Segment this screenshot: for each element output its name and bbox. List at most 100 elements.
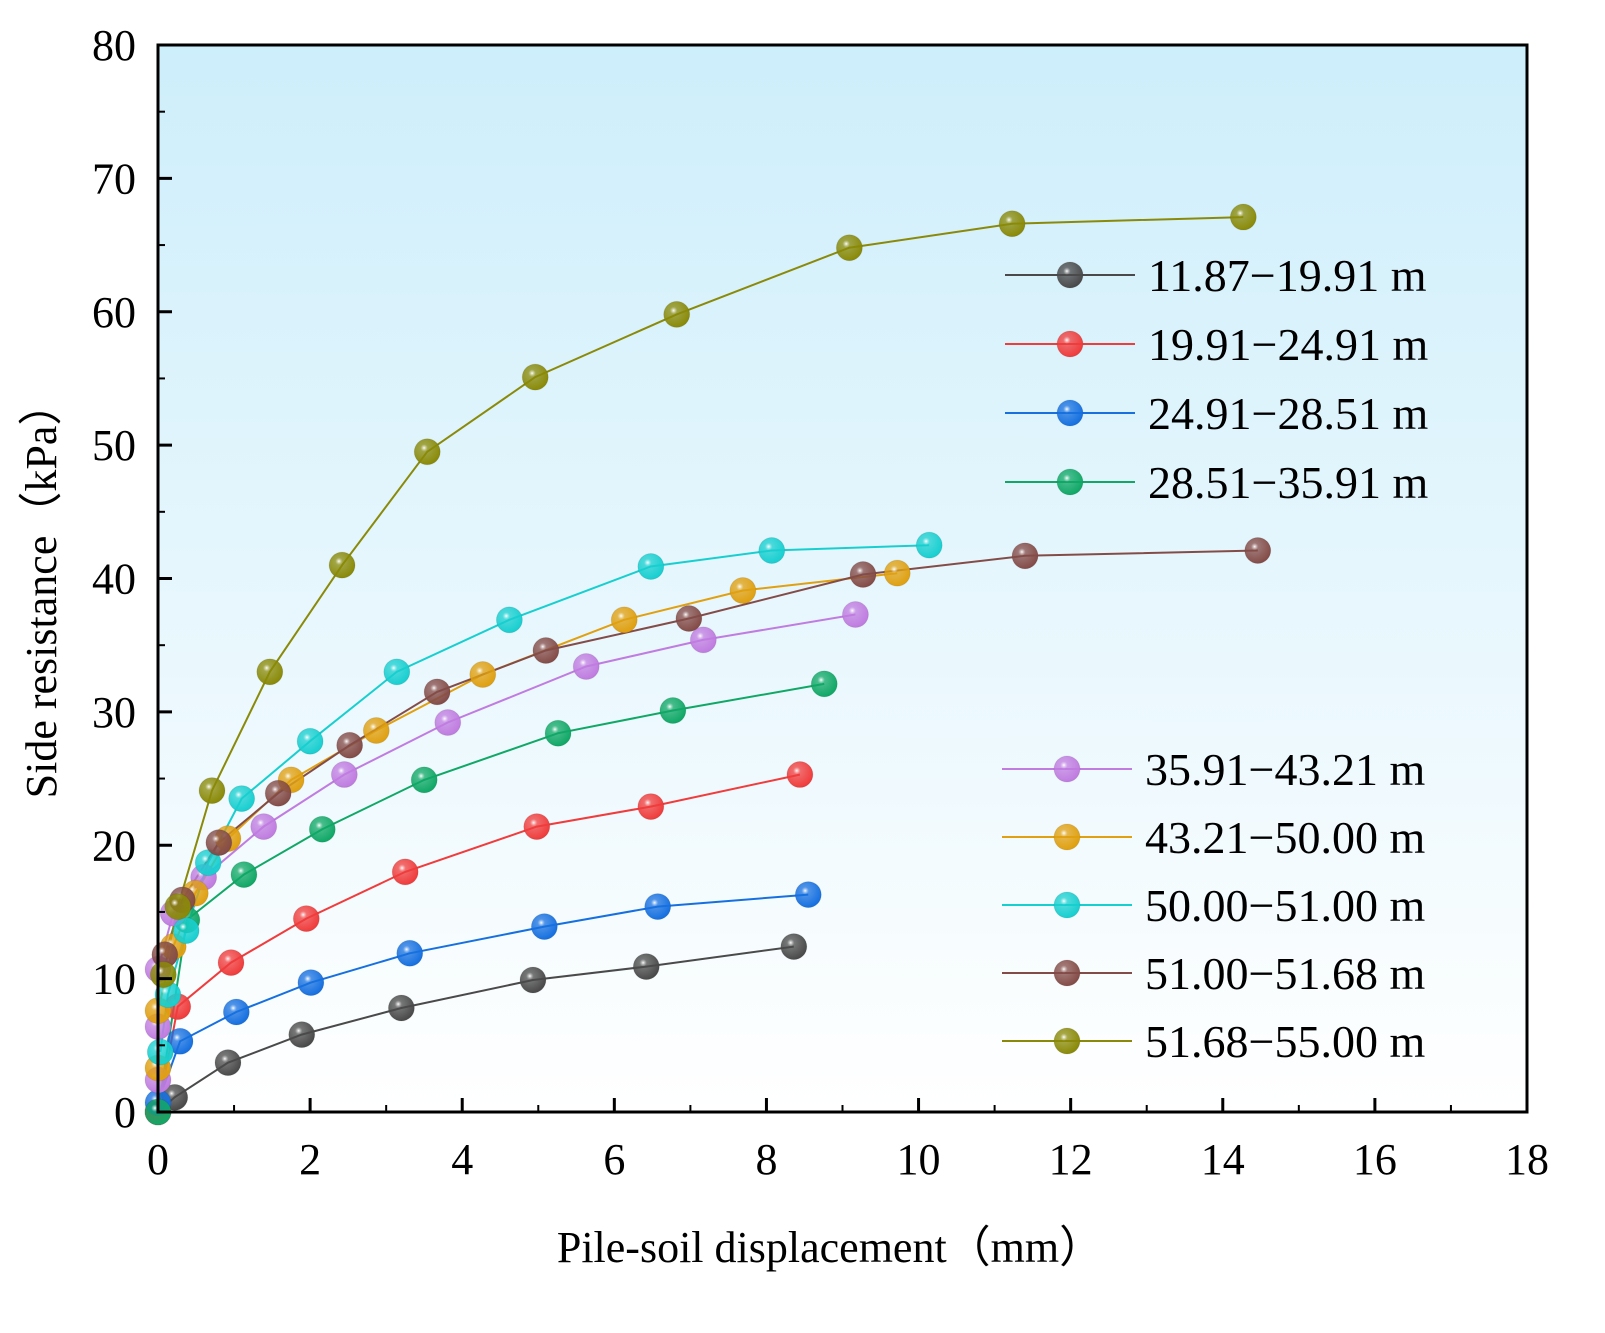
- y-tick-label: 40: [92, 555, 136, 604]
- legend-label: 24.91−28.51 m: [1148, 388, 1428, 439]
- data-point: [413, 438, 441, 466]
- legend-label: 11.87−19.91 m: [1148, 250, 1427, 301]
- data-point: [387, 994, 415, 1022]
- data-point: [172, 917, 200, 945]
- data-point: [637, 793, 665, 821]
- data-point: [297, 969, 325, 997]
- data-point: [637, 552, 665, 580]
- data-point: [521, 363, 549, 391]
- legend-entry: 24.91−28.51 m: [1005, 388, 1428, 439]
- x-tick-label: 4: [451, 1135, 473, 1184]
- y-tick-label: 20: [92, 821, 136, 870]
- data-point: [288, 1021, 316, 1049]
- data-point: [423, 678, 451, 706]
- legend-label: 35.91−43.21 m: [1145, 744, 1425, 795]
- legend-marker: [1056, 399, 1084, 427]
- legend-label: 19.91−24.91 m: [1148, 319, 1428, 370]
- data-point: [572, 653, 600, 681]
- legend-marker: [1053, 1027, 1081, 1055]
- legend-marker: [1056, 261, 1084, 289]
- data-point: [330, 761, 358, 789]
- y-tick-label: 60: [92, 288, 136, 337]
- y-tick-label: 80: [92, 21, 136, 70]
- data-point: [383, 658, 411, 686]
- data-point: [217, 949, 245, 977]
- data-point: [915, 531, 943, 559]
- legend-marker: [1053, 959, 1081, 987]
- y-tick-label: 50: [92, 421, 136, 470]
- legend-entry: 51.00−51.68 m: [1002, 948, 1425, 999]
- data-point: [1229, 203, 1257, 231]
- data-point: [530, 913, 558, 941]
- legend-entry: 35.91−43.21 m: [1002, 744, 1425, 795]
- data-point: [644, 893, 672, 921]
- data-point: [663, 300, 691, 328]
- x-tick-label: 10: [897, 1135, 941, 1184]
- legend-marker: [1053, 891, 1081, 919]
- x-tick-label: 2: [299, 1135, 321, 1184]
- x-tick-label: 16: [1353, 1135, 1397, 1184]
- data-point: [849, 560, 877, 588]
- data-point: [198, 777, 226, 805]
- data-point: [675, 605, 703, 633]
- data-point: [336, 731, 364, 759]
- data-point: [780, 933, 808, 961]
- data-point: [362, 717, 390, 745]
- data-point: [519, 966, 547, 994]
- legend-marker: [1056, 330, 1084, 358]
- legend-marker: [1053, 755, 1081, 783]
- legend-entry: 50.00−51.00 m: [1002, 880, 1425, 931]
- data-point: [883, 559, 911, 587]
- data-point: [250, 813, 278, 841]
- data-point: [410, 766, 438, 794]
- data-point: [786, 761, 814, 789]
- data-point: [264, 779, 292, 807]
- data-point: [758, 536, 786, 564]
- data-point: [149, 961, 177, 989]
- data-point: [469, 661, 497, 689]
- y-tick-label: 10: [92, 955, 136, 1004]
- x-tick-label: 14: [1201, 1135, 1245, 1184]
- legend-label: 51.00−51.68 m: [1145, 948, 1425, 999]
- legend-label: 50.00−51.00 m: [1145, 880, 1425, 931]
- data-point: [532, 637, 560, 665]
- legend-entry: 43.21−50.00 m: [1002, 812, 1425, 863]
- legend-label: 51.68−55.00 m: [1145, 1016, 1425, 1067]
- y-axis-label: Side resistance（kPa）: [17, 382, 66, 799]
- data-point: [810, 670, 838, 698]
- data-point: [523, 813, 551, 841]
- data-point: [729, 577, 757, 605]
- x-tick-label: 8: [755, 1135, 777, 1184]
- data-point: [434, 709, 462, 737]
- data-point: [146, 1038, 174, 1066]
- legend-entry: 11.87−19.91 m: [1005, 250, 1427, 301]
- data-point: [396, 939, 424, 967]
- data-point: [659, 697, 687, 725]
- data-point: [214, 1049, 242, 1077]
- x-tick-label: 18: [1505, 1135, 1549, 1184]
- legend-entry: 19.91−24.91 m: [1005, 319, 1428, 370]
- data-point: [689, 626, 717, 654]
- data-point: [328, 551, 356, 579]
- data-point: [228, 785, 256, 813]
- data-point: [205, 829, 233, 857]
- data-point: [841, 601, 869, 629]
- data-point: [998, 210, 1026, 238]
- data-point: [794, 881, 822, 909]
- x-tick-label: 0: [147, 1135, 169, 1184]
- data-point: [391, 858, 419, 886]
- legend-entry: 51.68−55.00 m: [1002, 1016, 1425, 1067]
- data-point: [296, 727, 324, 755]
- data-point: [1244, 536, 1272, 564]
- data-point: [222, 998, 250, 1026]
- data-point: [230, 861, 258, 889]
- data-point: [292, 905, 320, 933]
- legend-label: 43.21−50.00 m: [1145, 812, 1425, 863]
- y-tick-label: 70: [92, 154, 136, 203]
- legend-entry: 28.51−35.91 m: [1005, 457, 1428, 508]
- data-point: [835, 234, 863, 262]
- x-tick-label: 6: [603, 1135, 625, 1184]
- data-point: [256, 658, 284, 686]
- data-point: [1011, 542, 1039, 570]
